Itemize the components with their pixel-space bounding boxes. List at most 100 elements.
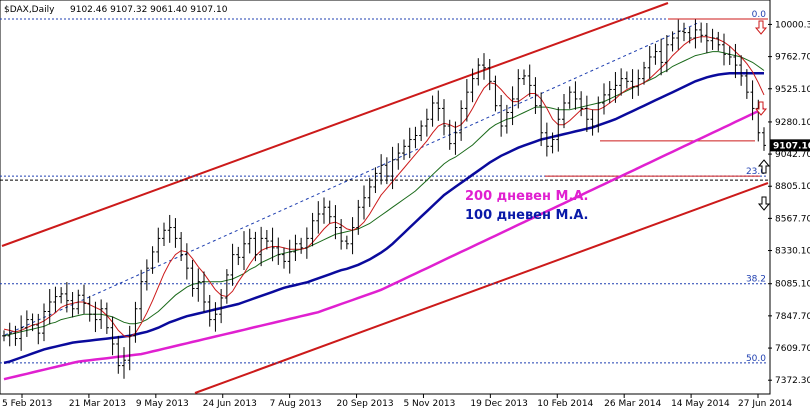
current-price-tag [770, 139, 810, 152]
y-tick-label: 8330.10 [775, 247, 810, 257]
candle [499, 95, 504, 137]
candle [196, 268, 201, 302]
candle [162, 222, 166, 246]
candle [556, 107, 561, 152]
candle [53, 286, 58, 312]
candle [207, 294, 212, 327]
candle [607, 81, 612, 104]
candle [544, 122, 549, 157]
candle [150, 246, 155, 274]
candle [76, 289, 81, 315]
candle [419, 120, 424, 142]
candle [453, 121, 458, 155]
candle [59, 287, 64, 304]
candle [30, 313, 35, 332]
candle [459, 100, 464, 141]
candle [642, 61, 646, 85]
y-tick-label: 10000.30 [775, 20, 810, 30]
candle [670, 31, 675, 52]
candle [624, 71, 629, 89]
candle [333, 205, 338, 240]
arrow-up-icon [757, 159, 771, 174]
candle [47, 289, 52, 325]
y-tick-label: 7847.70 [775, 312, 810, 322]
arrow-down-icon [754, 101, 768, 116]
candle [470, 68, 475, 103]
candle [236, 246, 241, 266]
candle [190, 259, 195, 297]
candle [36, 313, 41, 345]
candle [230, 243, 235, 286]
series-line-ma_fast [3, 36, 765, 338]
candle [733, 43, 738, 79]
candle [7, 322, 12, 347]
x-tick-label: 19 Dec 2013 [470, 399, 528, 408]
fib-label: 0.0 [752, 10, 767, 20]
candle [184, 243, 189, 280]
candle [367, 177, 372, 207]
candle [533, 77, 538, 114]
candle [722, 33, 726, 66]
candle [133, 301, 138, 343]
candle [590, 109, 595, 136]
candle [413, 126, 418, 149]
candle [762, 127, 766, 151]
candle [110, 316, 115, 356]
y-tick-label: 7609.70 [775, 344, 810, 354]
candle [436, 90, 441, 121]
candle [716, 31, 721, 51]
candle [219, 289, 224, 324]
candle [213, 302, 218, 332]
y-tick-label: 9042.70 [775, 150, 810, 160]
candle [116, 335, 121, 374]
candle [167, 214, 172, 243]
candle [482, 53, 486, 80]
candle [282, 247, 286, 269]
candle [573, 81, 578, 110]
candle [362, 185, 366, 220]
candle [682, 22, 686, 42]
candle [739, 55, 744, 86]
candle [396, 143, 401, 170]
candle [487, 58, 492, 91]
candle [602, 83, 606, 115]
candle [676, 19, 681, 50]
candle [293, 234, 298, 261]
candle [430, 95, 435, 127]
y-tick-label: 8805.10 [775, 182, 810, 192]
x-tick-label: 9 May 2013 [136, 399, 189, 408]
y-tick-label: 8085.10 [775, 280, 810, 290]
y-tick-label: 7372.30 [775, 376, 810, 386]
candle [630, 69, 635, 99]
channel-lower [194, 182, 769, 394]
candle [19, 315, 24, 351]
candle [550, 132, 555, 154]
y-tick-label: 9525.10 [775, 85, 810, 95]
candle [344, 235, 349, 250]
candle [384, 157, 389, 185]
candle [264, 229, 269, 250]
candle [179, 232, 184, 261]
fib-label: 38.2 [746, 275, 766, 285]
candle [253, 231, 258, 262]
candle [750, 80, 755, 121]
candle [464, 79, 469, 122]
x-tick-label: 24 Jun 2013 [203, 399, 257, 408]
candle [87, 295, 92, 322]
candle [493, 75, 498, 112]
candle [727, 46, 732, 65]
candle [407, 127, 412, 159]
candle [139, 269, 144, 321]
candle [373, 167, 378, 194]
candle [299, 237, 304, 254]
candle [756, 99, 761, 142]
candle [539, 92, 544, 147]
candle [93, 301, 98, 333]
arrow-down-icon [754, 20, 768, 35]
candle [504, 104, 509, 134]
candle [710, 28, 715, 50]
candle [379, 154, 384, 185]
candle [704, 22, 709, 54]
